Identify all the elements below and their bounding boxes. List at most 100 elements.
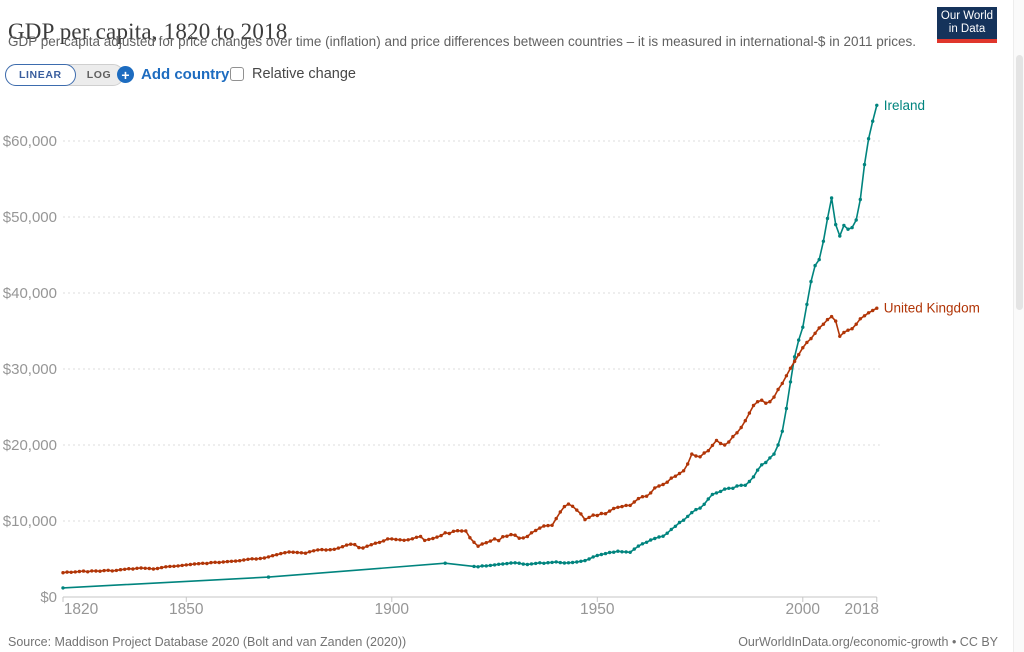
series-point-united-kingdom[interactable]	[246, 557, 250, 561]
series-point-ireland[interactable]	[649, 538, 653, 542]
series-point-united-kingdom[interactable]	[349, 542, 353, 546]
series-point-united-kingdom[interactable]	[854, 322, 858, 326]
series-point-united-kingdom[interactable]	[270, 554, 275, 558]
series-point-united-kingdom[interactable]	[328, 548, 332, 552]
series-point-united-kingdom[interactable]	[690, 452, 694, 456]
series-point-ireland[interactable]	[801, 325, 805, 329]
series-point-united-kingdom[interactable]	[825, 317, 830, 322]
series-point-united-kingdom[interactable]	[702, 451, 706, 455]
series-point-united-kingdom[interactable]	[98, 569, 102, 573]
series-point-ireland[interactable]	[476, 565, 480, 569]
series-point-united-kingdom[interactable]	[410, 537, 415, 541]
series-point-ireland[interactable]	[501, 562, 505, 566]
series-point-ireland[interactable]	[484, 564, 488, 568]
series-point-united-kingdom[interactable]	[184, 563, 188, 567]
series-point-ireland[interactable]	[862, 162, 867, 167]
gdp-line-chart[interactable]: $0 $10,000 $20,000 $30,000 $40,000 $50,000 $60…	[0, 95, 1014, 630]
series-end-label-united-kingdom[interactable]: United Kingdom	[884, 301, 980, 316]
series-point-united-kingdom[interactable]	[135, 566, 139, 570]
series-point-united-kingdom[interactable]	[451, 529, 456, 533]
series-point-united-kingdom[interactable]	[751, 403, 756, 408]
series-point-united-kingdom[interactable]	[324, 548, 328, 552]
series-point-united-kingdom[interactable]	[139, 566, 143, 570]
series-point-ireland[interactable]	[751, 475, 756, 479]
series-point-united-kingdom[interactable]	[147, 566, 151, 571]
series-point-ireland[interactable]	[714, 491, 719, 495]
series-point-united-kingdom[interactable]	[583, 517, 587, 522]
series-point-united-kingdom[interactable]	[233, 559, 238, 563]
series-point-united-kingdom[interactable]	[468, 536, 472, 540]
series-point-united-kingdom[interactable]	[275, 553, 279, 557]
series-point-united-kingdom[interactable]	[492, 537, 497, 541]
series-point-ireland[interactable]	[665, 531, 669, 535]
series-end-label-ireland[interactable]: Ireland	[884, 98, 925, 113]
series-point-united-kingdom[interactable]	[595, 513, 599, 518]
series-point-ireland[interactable]	[710, 492, 715, 497]
series-point-united-kingdom[interactable]	[353, 542, 357, 547]
series-point-united-kingdom[interactable]	[661, 482, 665, 487]
series-point-united-kingdom[interactable]	[386, 537, 390, 541]
series-point-united-kingdom[interactable]	[464, 529, 468, 533]
series-point-united-kingdom[interactable]	[361, 546, 365, 550]
series-point-united-kingdom[interactable]	[418, 534, 423, 539]
series-point-ireland[interactable]	[558, 560, 562, 565]
series-point-united-kingdom[interactable]	[435, 535, 439, 539]
series-point-ireland[interactable]	[644, 540, 649, 544]
series-point-united-kingdom[interactable]	[369, 543, 373, 547]
series-point-united-kingdom[interactable]	[201, 561, 205, 565]
series-point-ireland[interactable]	[657, 535, 661, 539]
series-point-united-kingdom[interactable]	[776, 387, 780, 392]
series-point-united-kingdom[interactable]	[225, 559, 230, 564]
series-point-united-kingdom[interactable]	[616, 505, 620, 509]
series-point-united-kingdom[interactable]	[546, 523, 550, 528]
series-point-ireland[interactable]	[480, 564, 484, 568]
series-point-united-kingdom[interactable]	[344, 543, 349, 547]
series-point-united-kingdom[interactable]	[340, 545, 345, 549]
series-point-ireland[interactable]	[838, 234, 842, 238]
series-point-united-kingdom[interactable]	[114, 568, 119, 573]
series-point-ireland[interactable]	[443, 561, 447, 565]
series-point-united-kingdom[interactable]	[587, 515, 591, 520]
series-point-ireland[interactable]	[723, 487, 727, 491]
series-point-ireland[interactable]	[612, 550, 616, 554]
series-point-united-kingdom[interactable]	[657, 484, 661, 488]
series-point-united-kingdom[interactable]	[455, 529, 460, 533]
series-point-ireland[interactable]	[632, 547, 636, 551]
series-point-united-kingdom[interactable]	[94, 569, 98, 573]
series-point-united-kingdom[interactable]	[172, 564, 176, 568]
series-point-united-kingdom[interactable]	[764, 401, 768, 405]
series-point-united-kingdom[interactable]	[61, 571, 65, 575]
series-point-united-kingdom[interactable]	[414, 535, 419, 539]
series-point-ireland[interactable]	[768, 456, 772, 460]
series-point-united-kingdom[interactable]	[513, 533, 517, 537]
series-point-ireland[interactable]	[661, 534, 665, 538]
series-point-united-kingdom[interactable]	[558, 510, 562, 514]
series-point-united-kingdom[interactable]	[176, 564, 180, 568]
series-point-united-kingdom[interactable]	[534, 528, 538, 533]
series-point-united-kingdom[interactable]	[649, 491, 653, 495]
series-point-united-kingdom[interactable]	[242, 558, 246, 562]
series-point-united-kingdom[interactable]	[439, 533, 443, 538]
series-point-united-kingdom[interactable]	[542, 524, 546, 528]
series-point-united-kingdom[interactable]	[681, 469, 686, 473]
series-point-ireland[interactable]	[546, 561, 550, 565]
series-point-ireland[interactable]	[554, 560, 558, 564]
license-note[interactable]: OurWorldInData.org/economic-growth • CC …	[738, 635, 998, 649]
series-point-ireland[interactable]	[472, 564, 476, 569]
series-point-united-kingdom[interactable]	[838, 334, 842, 338]
series-point-united-kingdom[interactable]	[809, 336, 813, 341]
series-point-ireland[interactable]	[755, 468, 760, 472]
series-point-united-kingdom[interactable]	[562, 504, 567, 509]
series-point-united-kingdom[interactable]	[632, 500, 636, 504]
series-point-ireland[interactable]	[727, 486, 731, 490]
series-point-ireland[interactable]	[562, 561, 567, 565]
series-point-united-kingdom[interactable]	[718, 441, 723, 446]
series-point-ireland[interactable]	[743, 483, 747, 487]
series-point-ireland[interactable]	[599, 552, 604, 557]
series-point-united-kingdom[interactable]	[312, 549, 316, 553]
series-point-ireland[interactable]	[513, 561, 517, 565]
series-point-united-kingdom[interactable]	[131, 567, 135, 571]
series-point-united-kingdom[interactable]	[77, 569, 82, 574]
series-point-united-kingdom[interactable]	[472, 540, 476, 544]
series-point-ireland[interactable]	[813, 263, 817, 268]
